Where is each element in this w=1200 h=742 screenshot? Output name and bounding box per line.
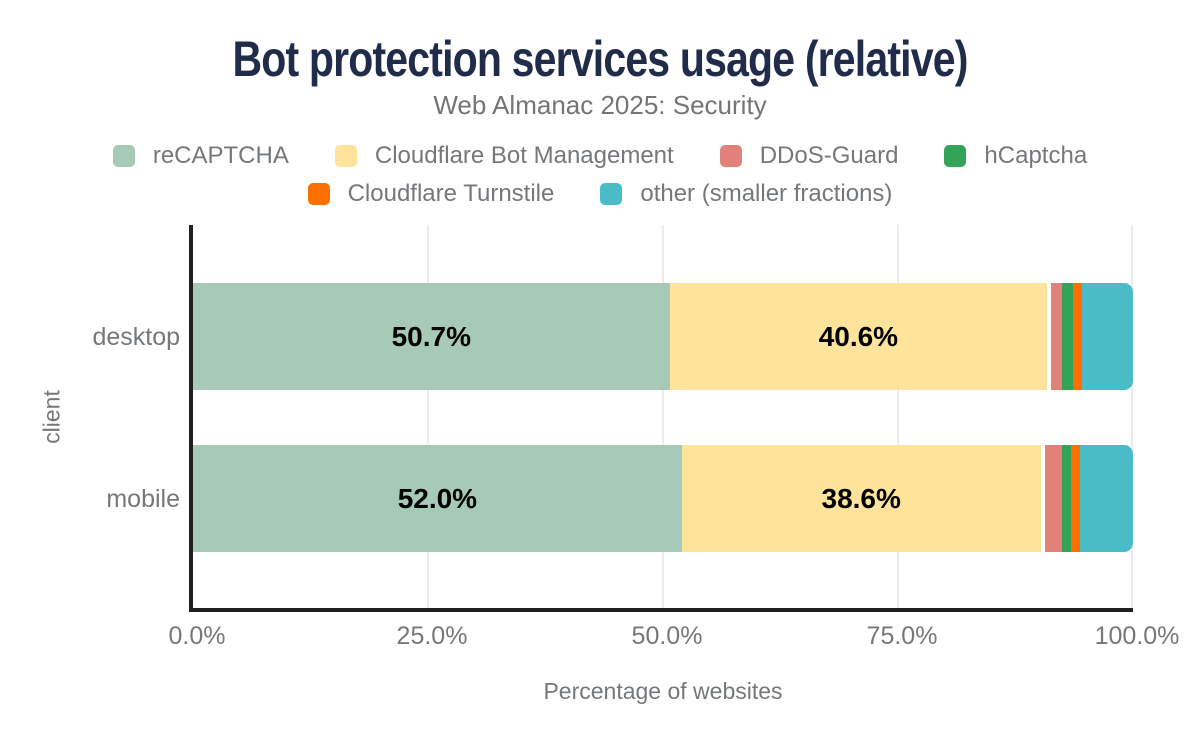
legend-swatch-hcaptcha xyxy=(944,145,967,167)
legend-label: other (smaller fractions) xyxy=(640,180,893,207)
legend-item-cloudflare-turnstile: Cloudflare Turnstile xyxy=(307,180,555,208)
category-label-mobile: mobile xyxy=(106,485,180,513)
bar-desktop: 50.7% 40.6% xyxy=(193,283,1133,390)
gridline-75 xyxy=(897,225,899,608)
x-tick-label-50-0: 50.0% xyxy=(631,622,703,650)
bar-value-label: 40.6% xyxy=(818,320,899,352)
legend-label: hCaptcha xyxy=(984,142,1088,169)
legend-row-2: Cloudflare Turnstile other (smaller fract… xyxy=(307,180,892,208)
bar-segment-desktop-hcaptcha xyxy=(1062,283,1073,390)
bar-segment-mobile-other-smaller-fractions xyxy=(1080,445,1133,552)
bar-segment-mobile-recaptcha: 52.0% xyxy=(193,445,682,552)
chart-subtitle: Web Almanac 2025: Security xyxy=(433,90,767,120)
legend-item-hcaptcha: hCaptcha xyxy=(944,142,1087,170)
gridline-25 xyxy=(427,225,429,608)
legend-label: Cloudflare Turnstile xyxy=(347,180,555,207)
legend-label: Cloudflare Bot Management xyxy=(374,142,674,169)
x-tick-label-0-0: 0.0% xyxy=(168,622,226,650)
bar-segment-mobile-ddos-guard xyxy=(1044,445,1062,552)
legend-item-ddos-guard: DDoS-Guard xyxy=(719,142,899,170)
x-axis-title: Percentage of websites xyxy=(543,678,783,704)
legend-row-1: reCAPTCHA Cloudflare Bot Management DDoS-G… xyxy=(112,142,1087,170)
gridline-100 xyxy=(1131,225,1133,608)
legend-swatch-other-smaller-fractions xyxy=(600,183,623,205)
legend-label: reCAPTCHA xyxy=(152,142,289,169)
category-label-desktop: desktop xyxy=(92,323,180,351)
bar-segment-mobile-hcaptcha xyxy=(1061,445,1071,552)
bar-segment-desktop-cloudflare-turnstile xyxy=(1072,283,1083,390)
legend-label: DDoS-Guard xyxy=(759,142,899,169)
bar-segment-mobile-cloudflare-bot-management: 38.6% xyxy=(681,445,1045,552)
legend-item-cloudflare-bot-management: Cloudflare Bot Management xyxy=(334,142,674,170)
bar-value-label: 50.7% xyxy=(391,320,471,352)
bar-segment-desktop-recaptcha: 50.7% xyxy=(193,283,670,390)
y-axis-title: client xyxy=(38,390,65,444)
x-tick-label-100-0: 100.0% xyxy=(1094,622,1180,650)
bar-segment-mobile-cloudflare-turnstile xyxy=(1070,445,1081,552)
legend-swatch-ddos-guard xyxy=(719,145,742,167)
x-tick-label-25-0: 25.0% xyxy=(396,622,468,650)
chart-title: Bot protection services usage (relative) xyxy=(232,31,968,87)
bar-segment-desktop-other-smaller-fractions xyxy=(1082,283,1133,390)
legend-swatch-cloudflare-bot-management xyxy=(334,145,357,167)
bar-mobile: 52.0% 38.6% xyxy=(193,445,1133,552)
plot-area: 50.7% 40.6% 52.0% 38.6% 0.0% 25.0% 50.0% 75.0%… xyxy=(169,225,1179,650)
legend-item-other-smaller-fractions: other (smaller fractions) xyxy=(600,180,892,208)
legend-swatch-recaptcha xyxy=(112,145,135,167)
gridline-50 xyxy=(662,225,664,608)
bar-value-label: 38.6% xyxy=(821,482,901,514)
x-tick-label-75-0: 75.0% xyxy=(866,622,938,650)
legend: reCAPTCHA Cloudflare Bot Management DDoS-G… xyxy=(0,142,1200,208)
bar-segment-desktop-cloudflare-bot-management: 40.6% xyxy=(669,283,1052,390)
legend-item-recaptcha: reCAPTCHA xyxy=(112,142,289,170)
bar-segment-desktop-ddos-guard xyxy=(1051,283,1063,390)
legend-swatch-cloudflare-turnstile xyxy=(307,183,330,205)
bar-value-label: 52.0% xyxy=(397,482,478,514)
